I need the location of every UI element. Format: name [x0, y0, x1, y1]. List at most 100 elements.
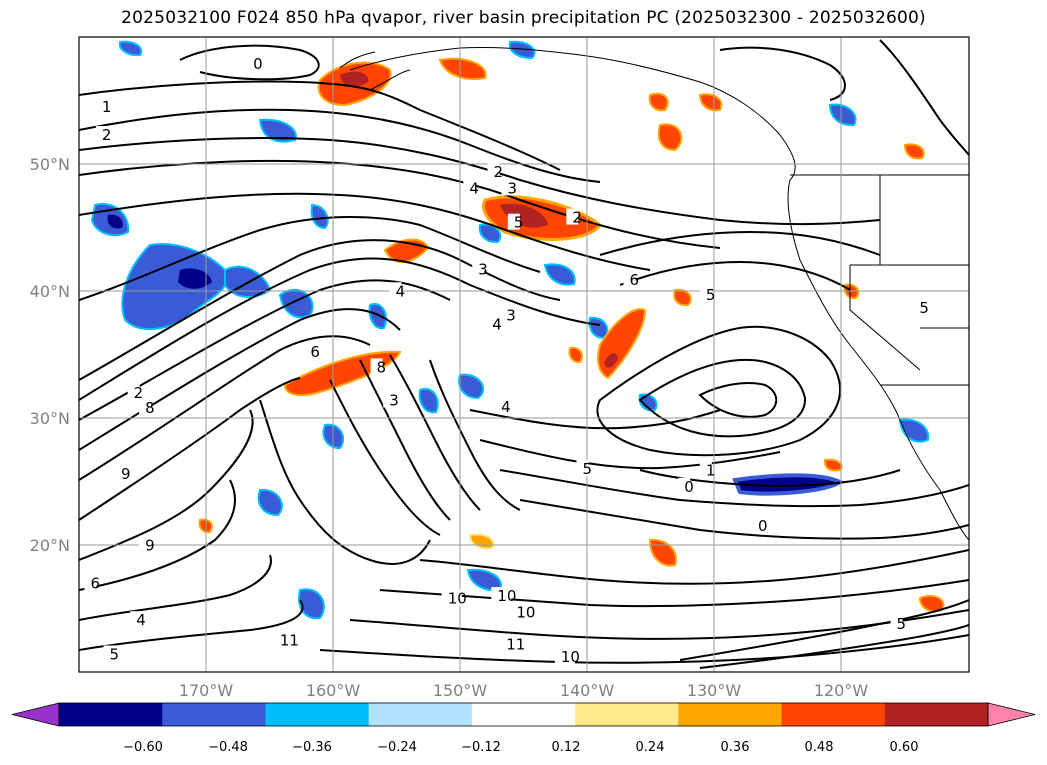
- contour-label: 4: [396, 282, 406, 300]
- precip-negative-patch: [178, 268, 212, 289]
- precip-negative-patch: [418, 387, 439, 414]
- contour-label-bg: [699, 286, 712, 303]
- colorbar-segment: [575, 703, 679, 726]
- qvapor-contour-line: [639, 469, 901, 488]
- colorbar-segment: [59, 703, 163, 726]
- contour-label-bg: [554, 648, 575, 665]
- contour-label-bg: [678, 477, 691, 494]
- contour-label-bg: [623, 270, 636, 287]
- contour-label: 4: [501, 398, 511, 416]
- contour-label-bg: [507, 213, 520, 230]
- qvapor-contour-line: [638, 358, 807, 438]
- colorbar-tick-label: −0.12: [461, 740, 501, 755]
- qvapor-contour-line: [719, 46, 846, 101]
- colorbar-tick-label: −0.24: [377, 740, 417, 755]
- contour-label-bg: [500, 306, 513, 323]
- qvapor-contour-line: [79, 479, 236, 591]
- contour-label: 8: [145, 399, 155, 417]
- contour-label: 0: [684, 478, 694, 496]
- qvapor-contour-line: [79, 239, 561, 381]
- contour-label: 5: [897, 615, 907, 633]
- precip-negative-patch: [543, 263, 576, 286]
- precip-negative-patch: [828, 103, 857, 127]
- precip-negative-patch: [118, 40, 143, 57]
- contour-label: 6: [310, 343, 320, 361]
- contour-label: 3: [506, 306, 516, 324]
- colorbar-segment: [678, 703, 783, 726]
- colorbar-segment: [265, 703, 370, 726]
- colorbar-segment: [162, 703, 266, 726]
- contour-label-bg: [389, 282, 402, 299]
- precip-positive-patch: [673, 288, 692, 307]
- precip-positive-patch: [568, 346, 583, 364]
- qvapor-contour-line: [79, 108, 601, 183]
- contour-label-bg: [491, 587, 512, 604]
- precip-positive-patch: [657, 123, 683, 152]
- colorbar-segment: [368, 703, 473, 726]
- lon-label-130w: 130°W: [687, 681, 742, 700]
- contour-label: 6: [90, 574, 100, 592]
- lat-label-40n: 40°N: [30, 282, 70, 301]
- contour-label: 2: [493, 163, 503, 181]
- precip-positive-patch: [698, 93, 723, 112]
- colorbar-tick-label: 0.24: [636, 740, 665, 755]
- colorbar-tick-label: −0.60: [123, 740, 163, 755]
- contour-label-bg: [114, 465, 127, 482]
- precip-positive-patch: [500, 203, 548, 228]
- latitude-labels: 50°N 40°N 30°N 20°N: [30, 155, 70, 555]
- qvapor-contour-line: [79, 192, 651, 271]
- qvapor-contour-line: [79, 599, 304, 651]
- qvapor-contour-line: [698, 382, 778, 418]
- contour-label-bg: [501, 179, 514, 196]
- precip-positive-patch: [903, 143, 925, 160]
- qvapor-contour-line: [319, 634, 969, 664]
- qvapor-contour-line: [379, 579, 969, 608]
- precip-pc-fill-layer: [90, 40, 945, 620]
- qvapor-contour-line: [259, 399, 431, 565]
- contour-label-bg: [566, 208, 579, 225]
- lat-label-50n: 50°N: [30, 155, 70, 174]
- contour-label: 3: [389, 391, 399, 409]
- contour-label-bg: [890, 615, 903, 632]
- colorbar-ticks: −0.60 −0.48 −0.36 −0.24 −0.12 0.12 0.24 …: [123, 740, 918, 755]
- qvapor-contour-line: [79, 257, 601, 401]
- lon-label-170w: 170°W: [179, 681, 234, 700]
- colorbar-tick-label: −0.48: [208, 740, 248, 755]
- qvapor-contour-line: [179, 44, 320, 81]
- contour-label-bg: [510, 603, 531, 620]
- contour-label: 10: [448, 590, 467, 608]
- contour-label-bg: [463, 179, 476, 196]
- coastline-alaska: [339, 51, 411, 91]
- contour-label: 11: [506, 635, 525, 653]
- contour-label: 5: [919, 299, 929, 317]
- contour-label: 4: [136, 611, 146, 629]
- contour-label-bg: [304, 343, 317, 360]
- contour-label: 9: [145, 536, 155, 554]
- contour-label: 5: [110, 645, 120, 663]
- contour-label-bg: [487, 162, 500, 179]
- contour-label-bg: [370, 358, 383, 375]
- lon-label-120w: 120°W: [814, 681, 869, 700]
- colorbar-segment: [781, 703, 886, 726]
- map-background: [79, 37, 969, 672]
- qvapor-contours: [79, 39, 969, 669]
- qvapor-contour-line: [79, 409, 254, 561]
- contour-label-bg: [127, 383, 140, 400]
- contour-label: 10: [516, 604, 535, 622]
- contour-label-bg: [383, 391, 396, 408]
- coastlines: [339, 46, 969, 541]
- contour-label-bg: [441, 589, 462, 606]
- contour-label: 10: [497, 587, 516, 605]
- colorbar-tick-label: 0.12: [552, 740, 581, 755]
- contour-label-bg: [84, 574, 97, 591]
- precip-negative-patch: [107, 214, 123, 229]
- contour-label-bg: [247, 54, 260, 71]
- qvapor-contour-line: [879, 39, 969, 156]
- contour-label: 10: [561, 648, 580, 666]
- qvapor-contour-line: [79, 377, 301, 521]
- contour-label: 2: [134, 384, 144, 402]
- qvapor-contour-line: [596, 325, 841, 457]
- qvapor-contour-line: [79, 80, 561, 171]
